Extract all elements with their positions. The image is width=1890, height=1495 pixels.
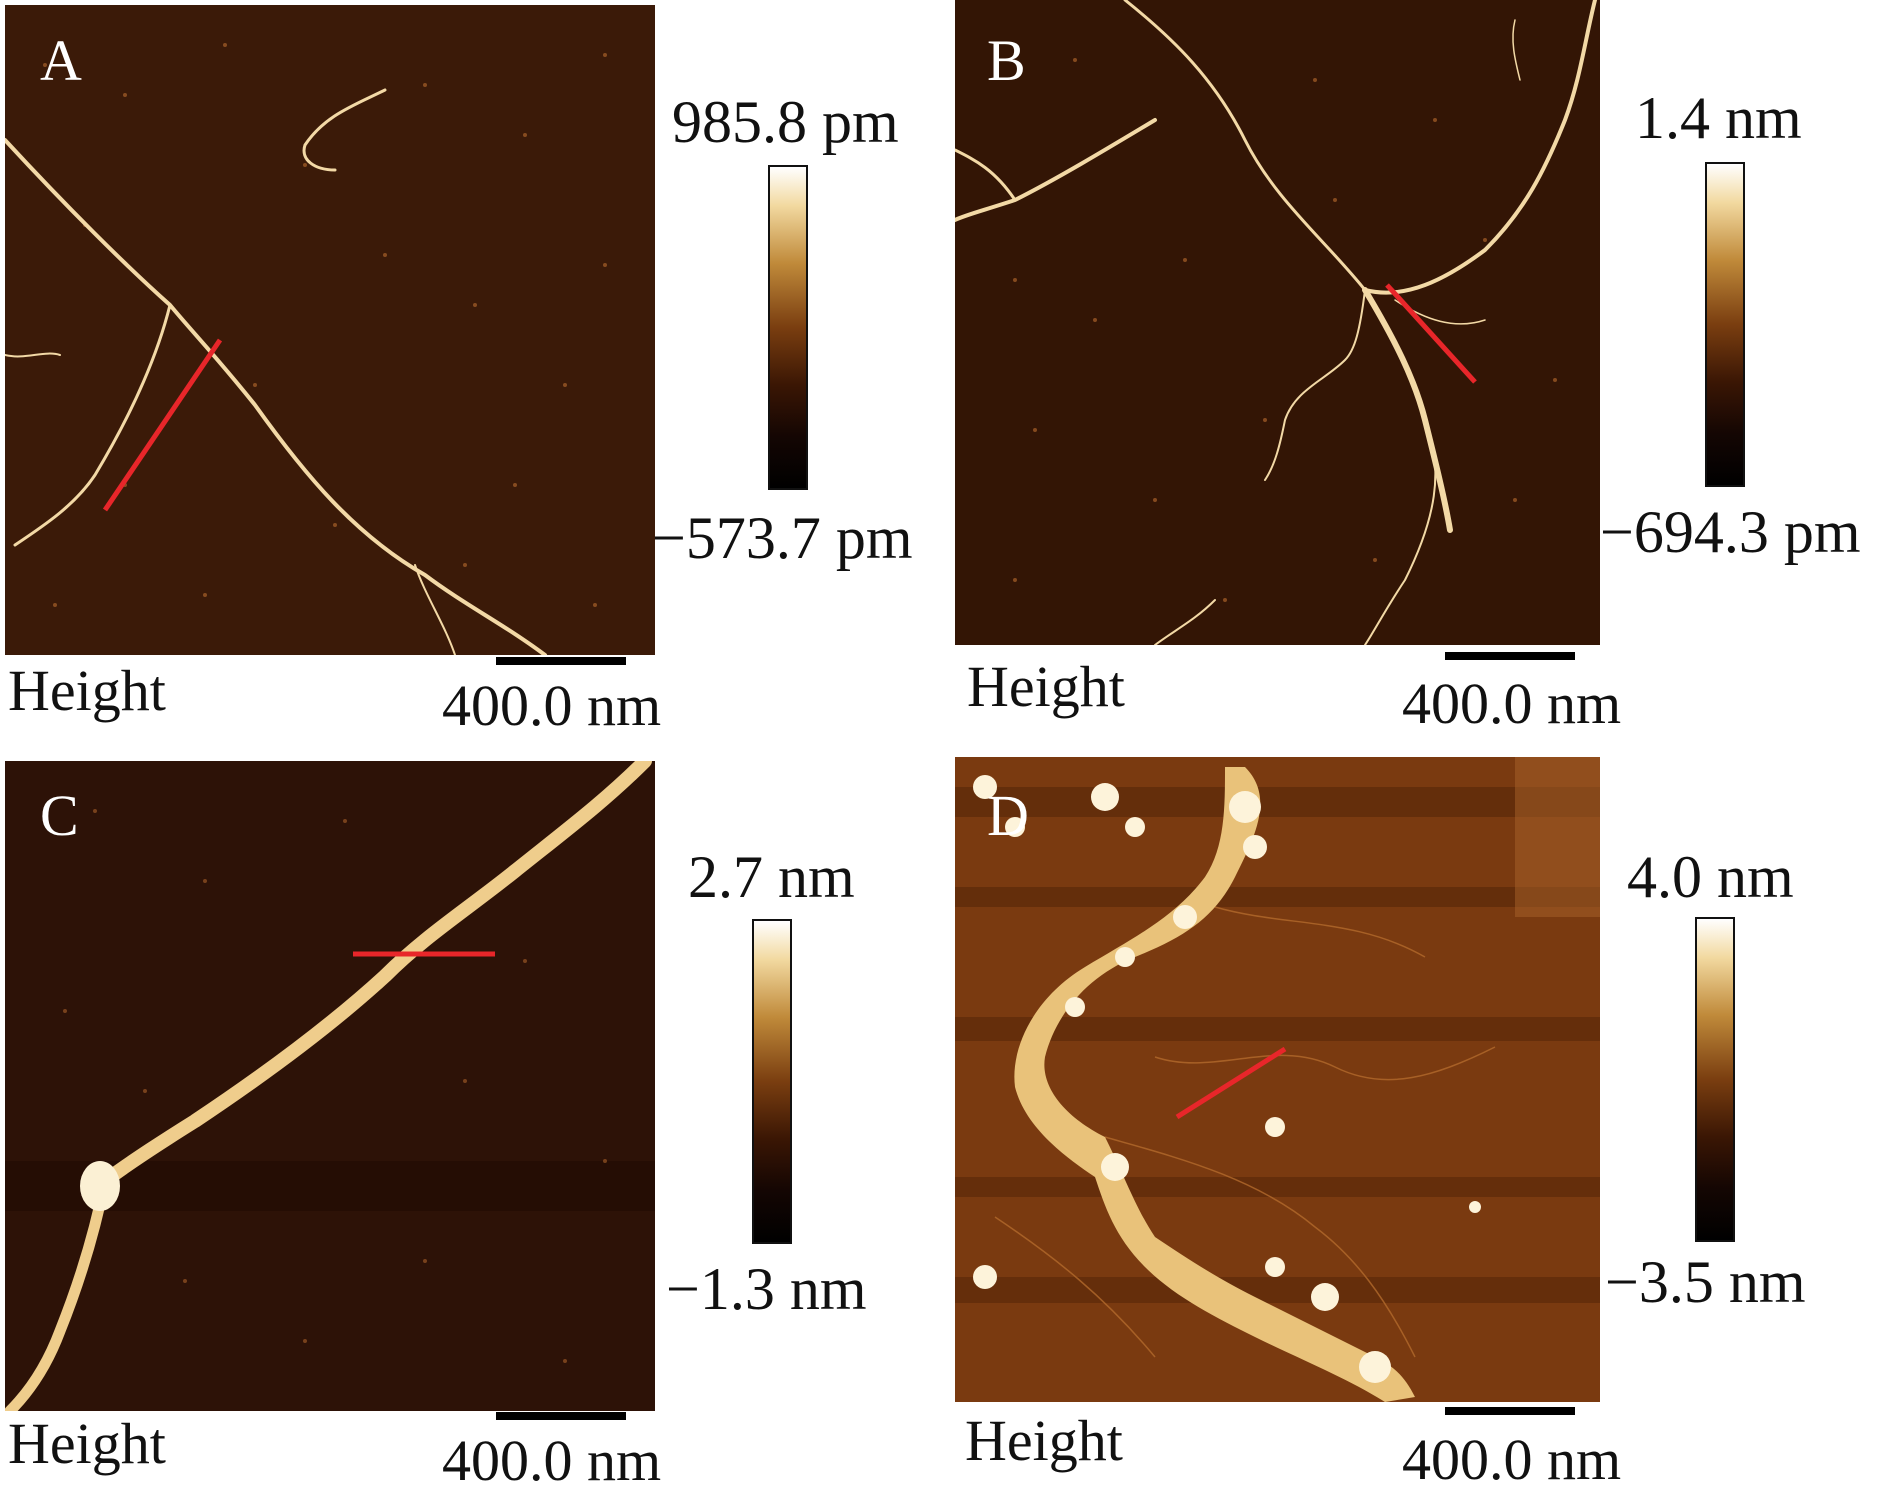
height-colorbar — [1705, 162, 1745, 487]
colorbar-max-label: 2.7 nm — [688, 844, 855, 910]
afm-image-b — [955, 0, 1600, 645]
scale-bar-label: 400.0 nm — [1402, 1427, 1622, 1492]
channel-label: Height — [967, 654, 1125, 719]
scale-bar — [496, 1412, 626, 1420]
scale-bar-label: 400.0 nm — [442, 673, 662, 738]
panel-letter: B — [987, 28, 1026, 93]
colorbar-max-label: 985.8 pm — [672, 89, 899, 155]
channel-label: Height — [8, 1411, 166, 1476]
colorbar-min-label: −573.7 pm — [652, 505, 913, 571]
height-colorbar — [752, 919, 792, 1244]
scale-bar — [1445, 652, 1575, 660]
channel-label: Height — [965, 1408, 1123, 1473]
colorbar-min-label: −3.5 nm — [1605, 1249, 1806, 1315]
afm-panel-c: C 2.7 nm −1.3 nm Height 400.0 nm — [0, 747, 945, 1494]
panel-letter: C — [40, 783, 79, 848]
afm-panel-d: D 4.0 nm −3.5 nm Height 400.0 nm — [945, 747, 1890, 1494]
scale-bar-label: 400.0 nm — [442, 1428, 662, 1493]
colorbar-min-label: −1.3 nm — [666, 1256, 867, 1322]
colorbar-max-label: 1.4 nm — [1635, 85, 1802, 151]
channel-label: Height — [8, 658, 166, 723]
panel-letter: D — [987, 783, 1029, 848]
afm-panel-b: B 1.4 nm −694.3 pm Height 400.0 nm — [945, 0, 1890, 747]
scale-bar — [1445, 1407, 1575, 1415]
scale-bar — [496, 657, 626, 665]
scale-bar-label: 400.0 nm — [1402, 671, 1622, 736]
colorbar-min-label: −694.3 pm — [1600, 499, 1861, 565]
colorbar-max-label: 4.0 nm — [1627, 844, 1794, 910]
height-colorbar — [768, 165, 808, 490]
afm-image-c — [5, 761, 655, 1411]
afm-panel-a: A 985.8 pm −573.7 pm Height 400.0 nm — [0, 0, 945, 747]
height-colorbar — [1695, 917, 1735, 1242]
afm-image-a — [5, 5, 655, 655]
afm-image-d — [955, 757, 1600, 1402]
panel-letter: A — [40, 28, 82, 93]
